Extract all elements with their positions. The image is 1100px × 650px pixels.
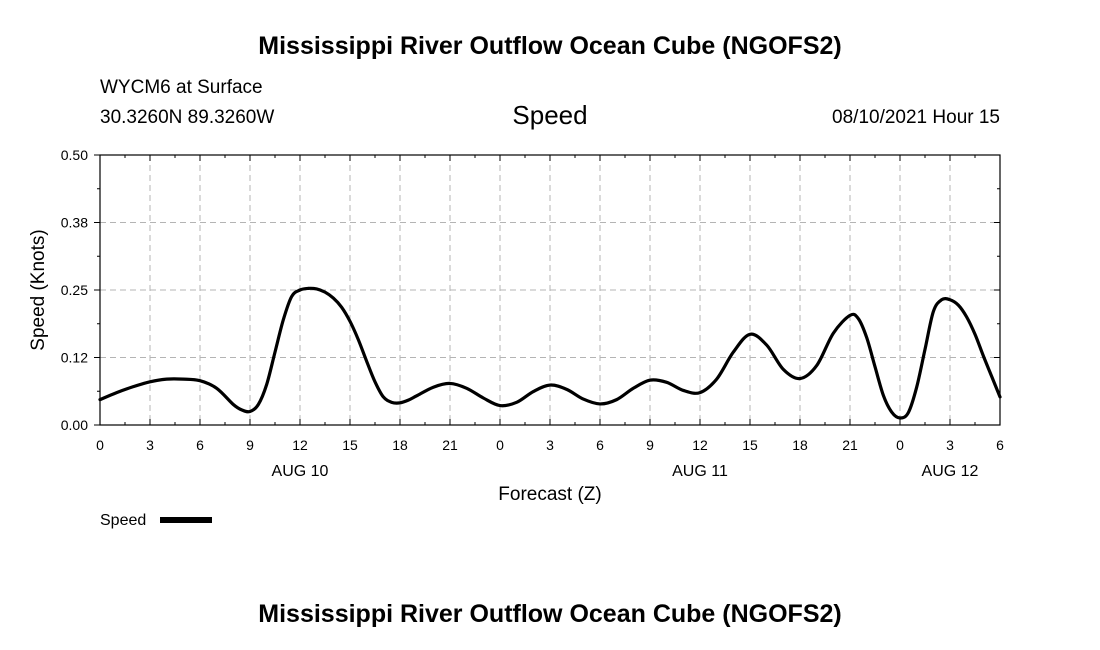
x-tick-label: 3 (946, 437, 954, 453)
x-tick-label: 3 (146, 437, 154, 453)
chart-title-bottom: Mississippi River Outflow Ocean Cube (NG… (258, 600, 842, 628)
date-labels: AUG 10 AUG 11 AUG 12 (272, 463, 979, 480)
x-tick-label: 21 (842, 437, 858, 453)
date-label: AUG 11 (672, 463, 728, 480)
forecast-datetime: 08/10/2021 Hour 15 (832, 107, 1000, 128)
station-coordinates: 30.3260N 89.3260W (100, 107, 275, 128)
x-tick-label: 12 (692, 437, 708, 453)
x-tick-label: 6 (996, 437, 1004, 453)
x-tick-label: 12 (292, 437, 308, 453)
legend-label: Speed (100, 512, 146, 529)
y-tick-label: 0.38 (61, 215, 88, 231)
y-tick-label: 0.00 (61, 417, 88, 433)
x-tick-label: 6 (596, 437, 604, 453)
legend-swatch (160, 517, 212, 523)
y-axis-label: Speed (Knots) (28, 229, 49, 350)
date-label: AUG 10 (272, 463, 329, 480)
x-axis-label: Forecast (Z) (498, 484, 601, 505)
y-axis-tick-labels: 0.00 0.12 0.25 0.38 0.50 (61, 147, 88, 433)
x-tick-label: 18 (392, 437, 408, 453)
x-tick-label: 0 (496, 437, 504, 453)
x-tick-label: 15 (742, 437, 758, 453)
y-tick-label: 0.25 (61, 282, 88, 298)
x-tick-label: 9 (246, 437, 254, 453)
y-tick-label: 0.12 (61, 350, 88, 366)
date-label: AUG 12 (922, 463, 979, 480)
y-tick-label: 0.50 (61, 147, 88, 163)
x-tick-label: 21 (442, 437, 458, 453)
x-tick-label: 15 (342, 437, 358, 453)
chart-title-top: Mississippi River Outflow Ocean Cube (NG… (258, 32, 842, 60)
x-tick-label: 9 (646, 437, 654, 453)
x-tick-label: 0 (896, 437, 904, 453)
variable-title: Speed (512, 100, 588, 130)
x-tick-label: 3 (546, 437, 554, 453)
plot-frame (99, 154, 1001, 426)
x-tick-label: 6 (196, 437, 204, 453)
x-tick-label: 18 (792, 437, 808, 453)
x-axis-tick-labels: 0 3 6 9 12 15 18 21 0 3 6 9 12 15 18 21 0 3 6 (96, 437, 1004, 453)
station-name: WYCM6 at Surface (100, 77, 263, 98)
grid-lines (100, 155, 1000, 425)
x-tick-label: 0 (96, 437, 104, 453)
speed-series-line (98, 286, 1002, 420)
